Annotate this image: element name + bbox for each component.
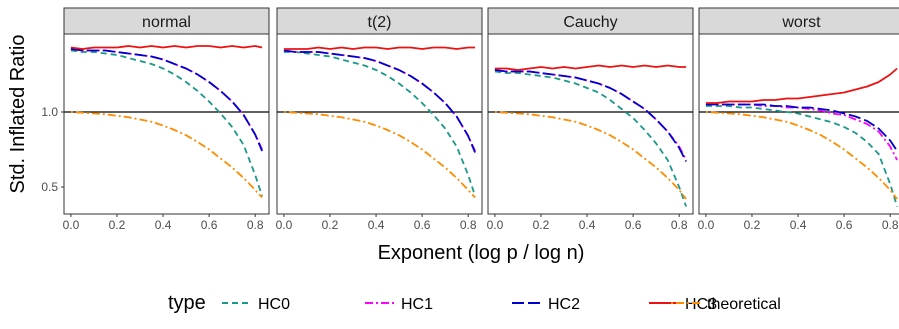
x-tick-label: 0.2 [322, 218, 339, 232]
facet-strip-label: t(2) [368, 14, 392, 31]
x-tick-label: 0.6 [836, 218, 853, 232]
x-tick-label: 0.4 [155, 218, 172, 232]
legend-title: type [168, 292, 206, 314]
plot-background [488, 34, 693, 214]
facet-strip-label: worst [781, 14, 821, 31]
x-tick-label: 0.4 [368, 218, 385, 232]
plot-background [699, 34, 899, 214]
x-tick-label: 0.0 [63, 218, 80, 232]
x-axis-title: Exponent (log p / log n) [378, 242, 585, 264]
legend-label-hc0: HC0 [258, 296, 290, 313]
x-tick-label: 0.6 [414, 218, 431, 232]
x-tick-label: 0.6 [625, 218, 642, 232]
legend-label-theoretical: theoretical [707, 296, 781, 313]
y-tick-label: 1.0 [41, 105, 58, 119]
x-tick-label: 0.4 [790, 218, 807, 232]
x-tick-label: 0.6 [201, 218, 218, 232]
x-tick-label: 0.0 [487, 218, 504, 232]
facet-panel-normal: normal 0.0 0.2 0.4 0.6 0.8 0.5 1.0 [41, 8, 269, 232]
x-tick-label: 0.8 [460, 218, 477, 232]
facet-panel-t2: t(2) 0.0 0.2 0.4 0.6 0.8 [276, 8, 482, 232]
x-tick-label: 0.2 [533, 218, 550, 232]
facet-strip-label: normal [142, 14, 191, 31]
x-tick-label: 0.8 [882, 218, 899, 232]
x-tick-label: 0.8 [247, 218, 264, 232]
plot-background [277, 34, 482, 214]
y-tick-label: 0.5 [41, 180, 58, 194]
facet-panel-worst: worst 0.0 0.2 0.4 0.6 0.8 [698, 8, 899, 232]
legend-label-hc2: HC2 [548, 296, 580, 313]
facet-panel-cauchy: Cauchy 0.0 0.2 0.4 0.6 0.8 [487, 8, 693, 232]
x-tick-label: 0.4 [579, 218, 596, 232]
legend-label-hc1: HC1 [401, 296, 433, 313]
x-tick-label: 0.0 [698, 218, 715, 232]
facet-panels: normal 0.0 0.2 0.4 0.6 0.8 0.5 1.0 t(2) 0.0 0.2 0.4… [41, 8, 899, 232]
x-tick-label: 0.2 [744, 218, 761, 232]
facet-strip-label: Cauchy [563, 14, 617, 31]
x-tick-label: 0.2 [109, 218, 126, 232]
x-tick-label: 0.0 [276, 218, 293, 232]
y-axis-title: Std. Inflated Ratio [7, 35, 29, 194]
x-tick-label: 0.8 [671, 218, 688, 232]
